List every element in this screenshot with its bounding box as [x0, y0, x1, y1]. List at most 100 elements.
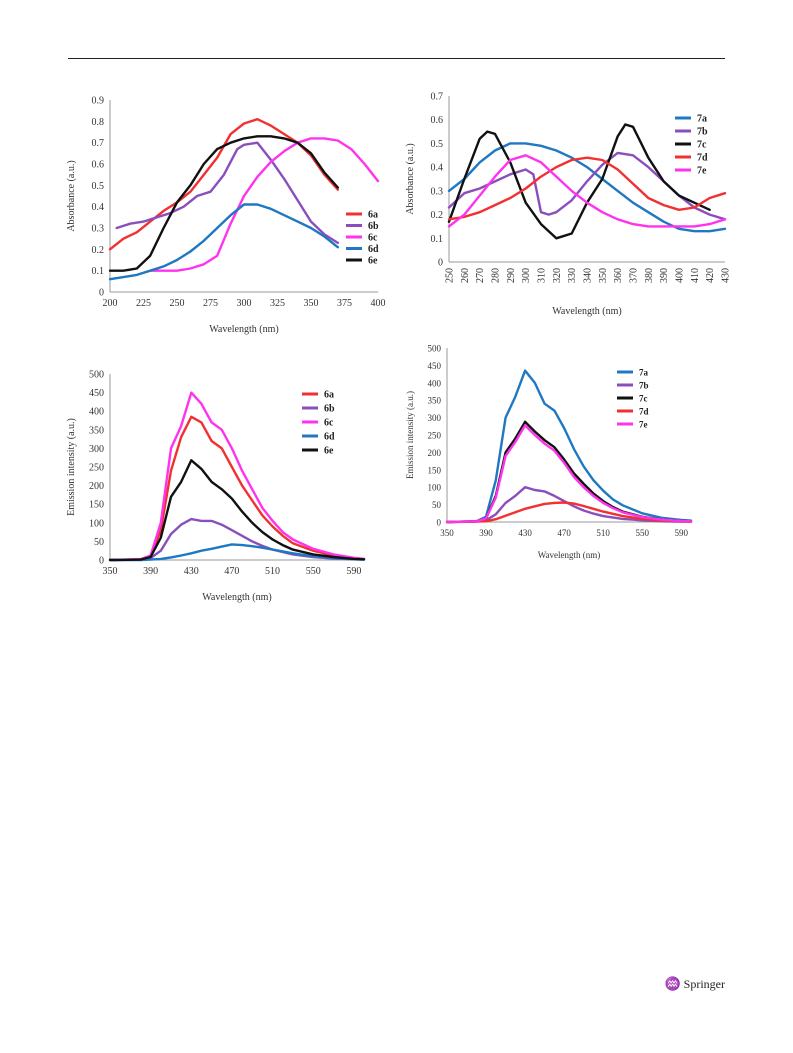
legend-label: 7a — [697, 114, 707, 125]
legend-label: 7c — [697, 140, 707, 151]
legend-label: 6d — [368, 244, 379, 255]
legend-label: 7d — [639, 407, 649, 417]
x-tick-label: 320 — [552, 268, 563, 283]
x-tick-label: 300 — [521, 268, 532, 283]
y-tick-label: 250 — [428, 431, 442, 441]
series-line-7e — [447, 154, 727, 228]
x-tick-label: 290 — [506, 268, 517, 283]
x-tick-label: 350 — [304, 298, 319, 309]
series-line-7e — [445, 424, 693, 524]
chart-6-absorbance-svg: 0 0.1 0.2 0.3 0.4 0.5 0.6 0.7 0.8 0.9 200 225 250 275… — [66, 96, 386, 336]
legend-label: 7e — [639, 420, 648, 430]
x-tick-label: 430 — [184, 566, 199, 577]
x-tick-label: 225 — [136, 298, 151, 309]
y-tick-label: 0 — [99, 288, 104, 299]
chart-7-emission-svg: 0 50 100 150 200 250 300 350 400 450 500 350 390 430 4… — [405, 344, 693, 560]
x-tick-label: 270 — [475, 268, 486, 283]
x-tick-label: 430 — [518, 528, 532, 538]
series-line-6d — [108, 543, 366, 562]
springer-horse-icon: ♒ — [664, 976, 681, 991]
y-tick-label: 150 — [428, 465, 442, 475]
series-line-7a — [447, 142, 727, 233]
y-tick-label: 50 — [432, 500, 442, 510]
x-tick-label: 420 — [705, 268, 716, 283]
y-axis-title: Absorbance (a.u.) — [405, 143, 416, 214]
x-tick-label: 275 — [203, 298, 218, 309]
legend-label: 7c — [639, 394, 648, 404]
series-line-6b — [115, 141, 339, 245]
x-tick-label: 200 — [103, 298, 118, 309]
x-tick-label: 350 — [103, 566, 118, 577]
x-tick-label: 280 — [491, 268, 502, 283]
series-line-7d — [445, 501, 693, 524]
series-line-6a — [108, 118, 339, 251]
y-tick-label: 0.6 — [431, 115, 444, 126]
series-line-6e — [108, 135, 339, 272]
chart-6-emission-svg: 0 50 100 150 200 250 300 350 400 450 500 350 390 430 4… — [66, 370, 366, 603]
x-axis-title: Wavelength (nm) — [202, 592, 271, 603]
y-tick-label: 0.2 — [92, 245, 105, 256]
x-tick-label: 400 — [371, 298, 386, 309]
y-tick-label: 0.4 — [431, 163, 444, 174]
chart-7-absorbance-svg: 0 0.1 0.2 0.3 0.4 0.5 0.6 0.7 250 260 270 280 290 300… — [405, 92, 732, 318]
emission-chart-6: 0 50 100 150 200 250 300 350 400 450 500 350 390 430 4… — [64, 364, 376, 604]
x-tick-label: 590 — [674, 528, 688, 538]
y-axis-title: Emission intensity (a.u.) — [405, 391, 415, 479]
series-line-7c — [447, 123, 711, 240]
y-tick-label: 200 — [89, 481, 104, 492]
y-tick-label: 350 — [428, 396, 442, 406]
legend-label: 7a — [639, 368, 649, 378]
y-axis-title: Emission intensity (a.u.) — [66, 418, 77, 516]
y-tick-label: 0 — [437, 518, 442, 528]
series-line-6c — [108, 391, 366, 562]
x-axis-title: Wavelength (nm) — [209, 324, 278, 335]
legend-label: 6a — [324, 390, 334, 401]
y-tick-label: 250 — [89, 463, 104, 474]
absorbance-chart-7: 0 0.1 0.2 0.3 0.4 0.5 0.6 0.7 250 260 270 280 290 300… — [403, 88, 733, 318]
legend-label: 6e — [324, 446, 334, 457]
x-tick-label: 510 — [596, 528, 610, 538]
y-tick-label: 350 — [89, 425, 104, 436]
x-axis-title: Wavelength (nm) — [552, 306, 621, 317]
x-tick-label: 430 — [721, 268, 732, 283]
x-tick-label: 470 — [224, 566, 239, 577]
y-tick-label: 0 — [99, 556, 104, 567]
x-tick-label: 310 — [537, 268, 548, 283]
x-tick-label: 510 — [265, 566, 280, 577]
y-tick-label: 300 — [89, 444, 104, 455]
legend-label: 6e — [368, 256, 378, 267]
series-line-6d — [108, 203, 339, 281]
y-tick-label: 0.4 — [92, 202, 105, 213]
y-tick-label: 450 — [89, 388, 104, 399]
x-tick-label: 300 — [237, 298, 252, 309]
x-tick-label: 340 — [583, 268, 594, 283]
x-tick-label: 550 — [635, 528, 649, 538]
legend-label: 7b — [697, 127, 708, 138]
y-tick-label: 450 — [428, 361, 442, 371]
x-axis-title: Wavelength (nm) — [538, 550, 601, 560]
legend-label: 6b — [324, 404, 335, 415]
y-tick-label: 0.7 — [431, 92, 444, 103]
legend-label: 6c — [368, 233, 378, 244]
x-tick-label: 260 — [460, 268, 471, 283]
y-tick-label: 0.7 — [92, 138, 105, 149]
series-line-7b — [445, 485, 693, 524]
y-tick-label: 150 — [89, 500, 104, 511]
x-tick-label: 400 — [675, 268, 686, 283]
y-tick-label: 0.9 — [92, 96, 105, 107]
y-tick-label: 0.6 — [92, 160, 105, 171]
series-line-6e — [108, 459, 366, 562]
x-tick-label: 375 — [337, 298, 352, 309]
y-tick-label: 400 — [428, 378, 442, 388]
legend-label: 6b — [368, 221, 379, 232]
x-tick-label: 250 — [170, 298, 185, 309]
y-tick-label: 100 — [89, 518, 104, 529]
x-tick-label: 410 — [690, 268, 701, 283]
series-line-6a — [108, 415, 366, 562]
legend-label: 7d — [697, 153, 708, 164]
x-tick-label: 390 — [659, 268, 670, 283]
series-line-7d — [447, 156, 727, 221]
x-tick-label: 550 — [306, 566, 321, 577]
series-line-7a — [445, 369, 693, 524]
x-tick-label: 390 — [143, 566, 158, 577]
